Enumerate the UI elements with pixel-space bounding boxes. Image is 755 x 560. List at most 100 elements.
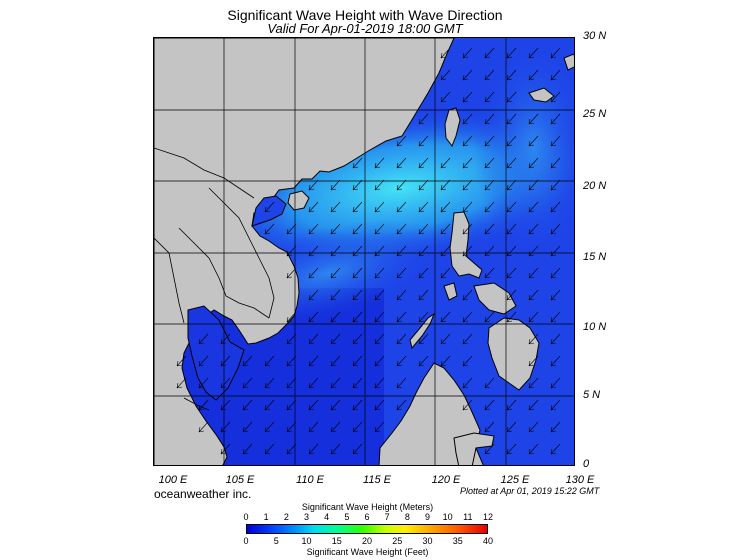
wave-direction-arrow xyxy=(418,201,429,213)
wave-direction-arrow xyxy=(550,69,561,81)
wave-direction-arrow xyxy=(286,223,297,235)
sulawesi-island xyxy=(453,432,495,465)
gulf-of-thailand-sea xyxy=(187,305,245,401)
wave-direction-arrow xyxy=(374,355,385,367)
wave-direction-arrow xyxy=(462,179,473,191)
wave-direction-arrow xyxy=(242,443,253,455)
wave-direction-arrow xyxy=(528,223,539,235)
colorbar-meters-tick: 12 xyxy=(482,512,494,522)
wave-direction-arrow xyxy=(506,399,517,411)
wave-direction-arrow xyxy=(352,333,363,345)
wave-direction-arrow xyxy=(418,179,429,191)
colorbar-feet-tick: 25 xyxy=(392,536,403,546)
wave-direction-arrow xyxy=(264,201,275,213)
colorbar-feet-tick: 35 xyxy=(452,536,463,546)
wave-direction-arrow xyxy=(528,245,539,257)
wave-direction-arrow xyxy=(550,377,561,389)
lon-label-120e: 120 E xyxy=(431,474,461,486)
wave-direction-arrow xyxy=(506,311,517,323)
wave-direction-arrow xyxy=(308,267,319,279)
wave-direction-arrow xyxy=(484,443,495,455)
wave-direction-arrow xyxy=(550,47,561,59)
mindoro-island xyxy=(443,282,458,301)
wave-direction-arrow xyxy=(550,223,561,235)
wave-direction-arrow xyxy=(528,311,539,323)
wave-direction-arrow xyxy=(264,421,275,433)
lat-label-15n: 15 N xyxy=(583,251,607,263)
wave-direction-arrow xyxy=(506,223,517,235)
wave-direction-arrow xyxy=(308,355,319,367)
wave-direction-arrow xyxy=(484,267,495,279)
wave-direction-arrow xyxy=(396,289,407,301)
wave-direction-arrow xyxy=(506,421,517,433)
wave-direction-arrow xyxy=(198,421,209,433)
colorbar-feet-tick: 30 xyxy=(422,536,433,546)
wave-direction-arrow xyxy=(418,157,429,169)
wave-direction-arrow xyxy=(352,399,363,411)
wave-direction-arrow xyxy=(396,157,407,169)
wave-direction-arrow xyxy=(484,47,495,59)
wave-direction-arrow xyxy=(308,377,319,389)
wave-direction-arrow xyxy=(528,289,539,301)
wave-direction-arrow xyxy=(352,377,363,389)
wave-direction-arrow xyxy=(352,157,363,169)
wave-direction-arrow xyxy=(396,267,407,279)
wave-direction-arrow xyxy=(286,443,297,455)
wave-direction-arrow xyxy=(484,311,495,323)
plotted-time: Plotted at Apr 01, 2019 15:22 GMT xyxy=(460,486,600,496)
wave-direction-arrow xyxy=(396,135,407,147)
wave-direction-arrow xyxy=(396,333,407,345)
wave-direction-arrow xyxy=(374,223,385,235)
wave-direction-arrow xyxy=(352,179,363,191)
colorbar-feet-tick: 20 xyxy=(361,536,373,546)
wave-direction-arrow xyxy=(286,399,297,411)
wave-direction-arrow xyxy=(330,399,341,411)
luzon-island xyxy=(449,211,483,279)
wave-direction-arrow xyxy=(286,245,297,257)
wave-direction-arrow xyxy=(462,113,473,125)
wave-direction-arrow xyxy=(308,443,319,455)
colorbar-meters-title: Significant Wave Height (Meters) xyxy=(301,502,434,512)
wave-direction-arrow xyxy=(396,201,407,213)
colorbar-meters-tick: 8 xyxy=(404,512,410,522)
wave-direction-arrow xyxy=(352,289,363,301)
wave-direction-arrow xyxy=(484,69,495,81)
wave-direction-arrow xyxy=(242,355,253,367)
wave-direction-arrow xyxy=(462,135,473,147)
lat-label-0: 0 xyxy=(583,458,590,470)
wave-direction-arrow xyxy=(528,443,539,455)
country-border-china-myanmar xyxy=(154,147,255,199)
wave-direction-arrow xyxy=(462,311,473,323)
wave-direction-arrow xyxy=(330,443,341,455)
wave-direction-arrow xyxy=(352,311,363,323)
wave-direction-arrow xyxy=(506,91,517,103)
wave-direction-arrow xyxy=(352,267,363,279)
colorbar-meters-tick: 1 xyxy=(263,512,269,522)
credit-text: oceanweather inc. xyxy=(154,487,252,501)
lon-label-105e: 105 E xyxy=(225,474,255,486)
ryukyu-islands xyxy=(528,53,574,103)
wave-direction-arrow xyxy=(374,201,385,213)
wave-direction-arrow xyxy=(418,245,429,257)
palawan-island xyxy=(409,312,436,350)
wave-direction-arrow xyxy=(286,355,297,367)
wave-direction-arrow xyxy=(396,355,407,367)
wave-direction-arrow xyxy=(374,311,385,323)
wave-direction-arrow xyxy=(264,443,275,455)
wave-direction-arrow xyxy=(506,157,517,169)
wave-direction-arrow xyxy=(264,223,275,235)
wave-direction-arrow xyxy=(506,69,517,81)
wave-direction-arrow xyxy=(506,201,517,213)
wave-direction-arrow xyxy=(396,223,407,235)
wave-direction-arrow xyxy=(440,201,451,213)
colorbar-meters-tick: 11 xyxy=(463,512,473,522)
wave-direction-arrow xyxy=(550,157,561,169)
wave-direction-arrow xyxy=(550,399,561,411)
wave-direction-arrow xyxy=(506,267,517,279)
wave-direction-arrow xyxy=(330,223,341,235)
wave-direction-arrow xyxy=(462,289,473,301)
wave-direction-arrow xyxy=(528,267,539,279)
wave-direction-arrow xyxy=(462,333,473,345)
wave-direction-arrow xyxy=(462,91,473,103)
wave-direction-arrow xyxy=(462,377,473,389)
